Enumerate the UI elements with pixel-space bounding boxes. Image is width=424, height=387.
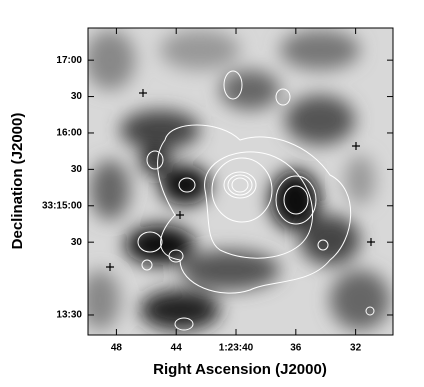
x-tick-label: 44 <box>171 343 183 354</box>
y-axis-title: Declination (J2000) <box>9 113 26 250</box>
source-markers <box>106 89 375 271</box>
y-tick-label: 33:15:00 <box>42 200 82 211</box>
y-tick-label: 30 <box>71 91 83 102</box>
y-tick-label: 30 <box>71 164 83 175</box>
y-tick-label: 30 <box>71 237 83 248</box>
plot-frame <box>87 27 394 336</box>
y-tick-label: 17:00 <box>56 55 82 66</box>
sky-image <box>88 28 393 335</box>
x-tick-label: 36 <box>290 343 302 354</box>
contours <box>137 70 375 331</box>
x-tick-label: 32 <box>350 343 362 354</box>
x-tick-label: 1:23:40 <box>219 343 254 354</box>
y-tick-label: 16:00 <box>56 128 82 139</box>
x-axis-title: Right Ascension (J2000) <box>153 361 327 378</box>
y-tick-label: 13:30 <box>56 310 82 321</box>
x-tick-label: 48 <box>111 343 123 354</box>
